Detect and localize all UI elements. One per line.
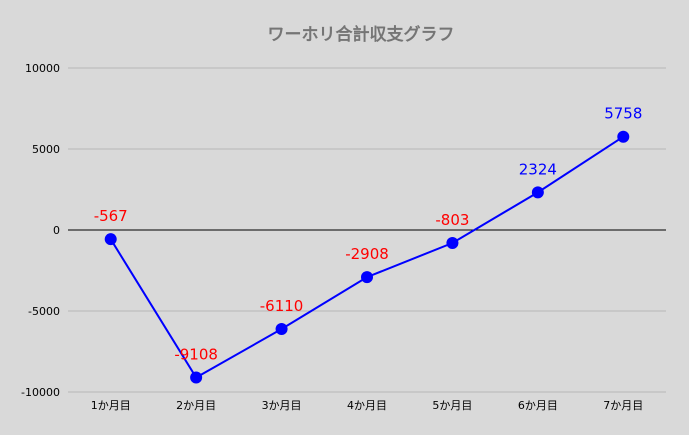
chart-title: ワーホリ合計収支グラフ [268, 24, 455, 45]
data-point [531, 186, 544, 199]
data-label: 2324 [519, 160, 557, 178]
gridlines [68, 67, 666, 393]
x-tick-label: 4か月目 [347, 399, 387, 412]
data-point [446, 237, 459, 250]
data-point [190, 371, 203, 384]
x-tick-label: 1か月目 [91, 399, 131, 412]
data-label: 5758 [604, 105, 642, 123]
x-tick-label: 3か月目 [262, 399, 302, 412]
series-line-group [104, 130, 630, 384]
x-tick-label: 6か月目 [518, 399, 558, 412]
y-tick-label: -5000 [28, 305, 60, 318]
data-label: -567 [94, 207, 128, 225]
y-tick-label: 10000 [25, 62, 60, 75]
x-tick-label: 5か月目 [432, 399, 472, 412]
data-point [361, 271, 373, 284]
y-tick-label: -10000 [21, 386, 60, 399]
y-tick-label: 0 [53, 224, 60, 237]
y-axis-ticks: 10000 5000 0 -5000 -10000 [21, 62, 60, 399]
data-labels: -567 -9108 -6110 -2908 -803 2324 5758 [94, 105, 643, 364]
data-point [617, 130, 630, 143]
y-tick-label: 5000 [32, 143, 60, 156]
data-label: -2908 [345, 245, 389, 263]
x-axis-ticks: 1か月目 2か月目 3か月目 4か月目 5か月目 6か月目 7か月目 [91, 399, 644, 412]
data-point [275, 322, 288, 335]
data-label: -6110 [260, 297, 304, 315]
data-label: -803 [435, 211, 469, 229]
x-tick-label: 2か月目 [176, 399, 216, 412]
data-label: -9108 [174, 346, 218, 364]
data-point [104, 233, 117, 246]
x-tick-label: 7か月目 [603, 399, 643, 412]
